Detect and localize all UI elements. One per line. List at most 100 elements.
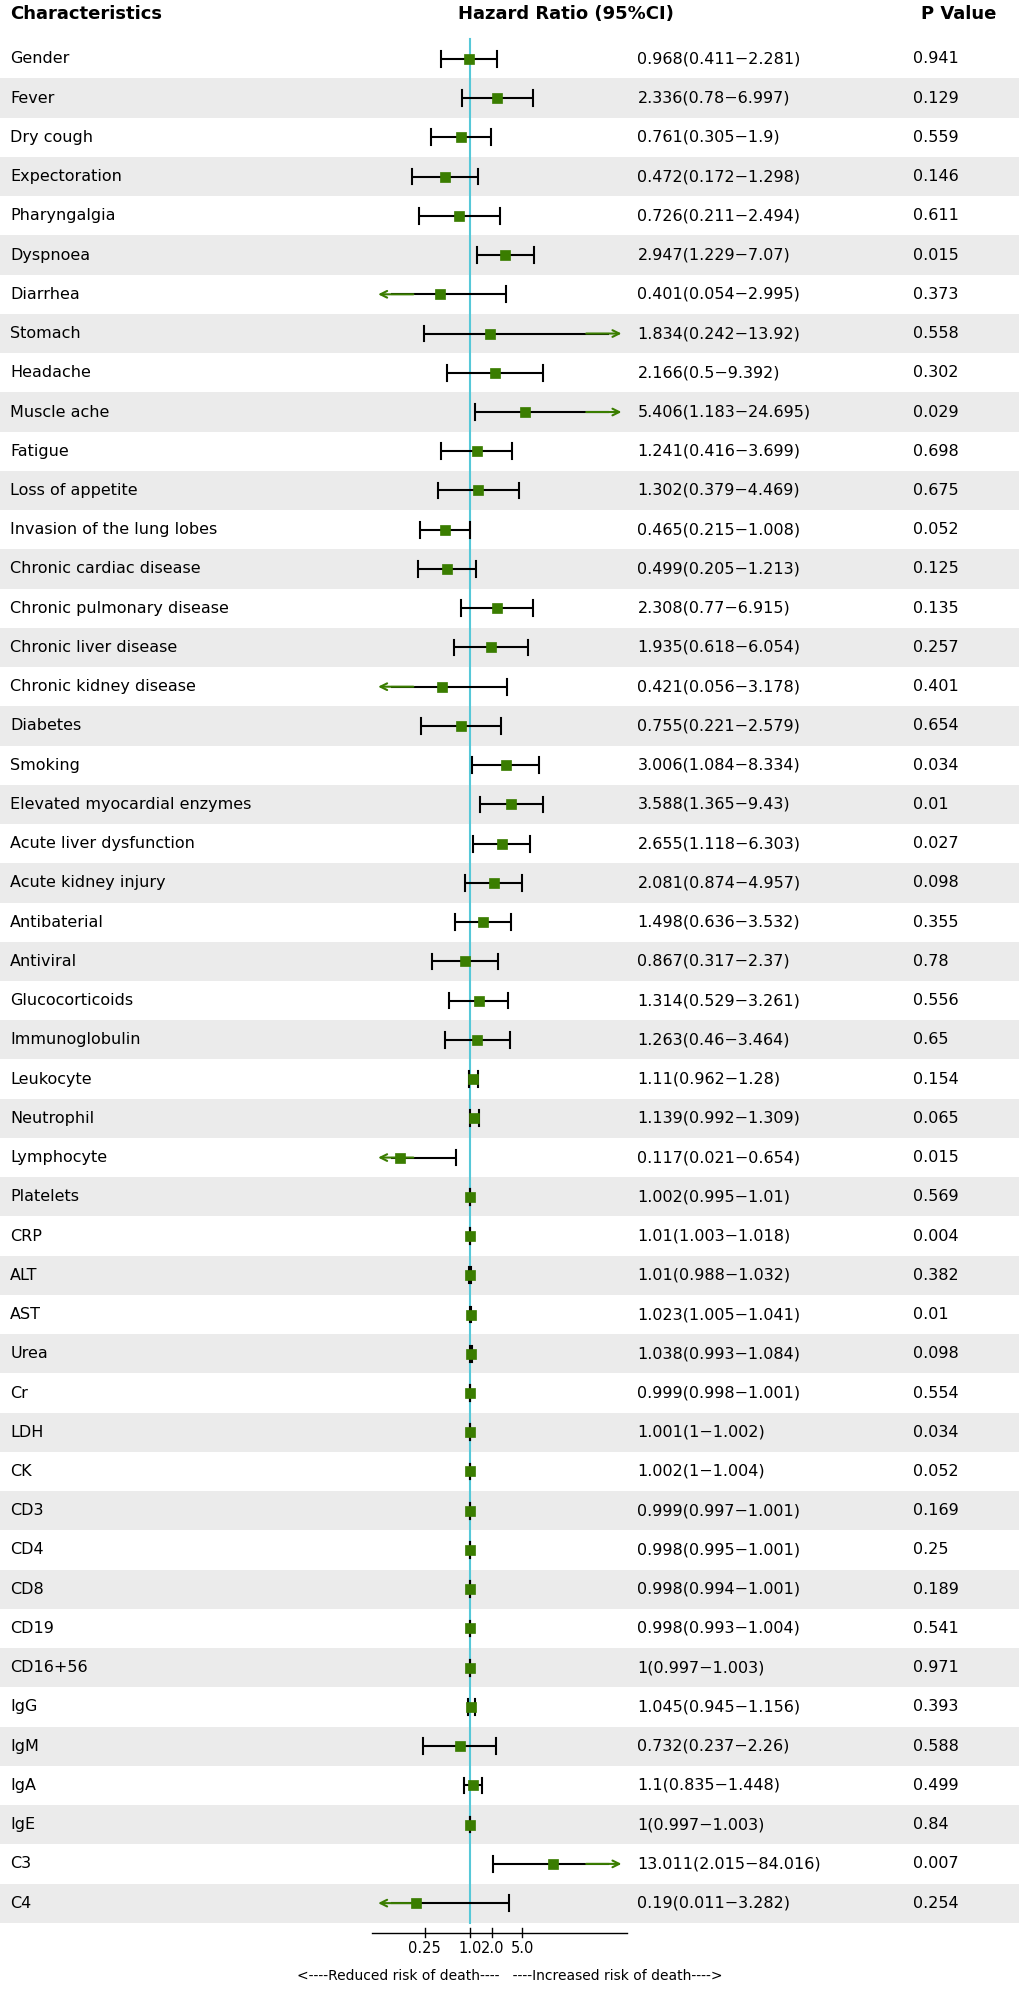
Text: 0.726(0.211−2.494): 0.726(0.211−2.494) bbox=[637, 207, 800, 223]
Text: 0.421(0.056−3.178): 0.421(0.056−3.178) bbox=[637, 678, 800, 694]
Bar bbox=[0, 588, 1019, 628]
Text: 0.154: 0.154 bbox=[912, 1071, 958, 1087]
Bar bbox=[0, 666, 1019, 707]
Bar bbox=[0, 1099, 1019, 1137]
Text: Muscle ache: Muscle ache bbox=[10, 405, 109, 419]
Text: 1.023(1.005−1.041): 1.023(1.005−1.041) bbox=[637, 1306, 800, 1323]
Bar bbox=[0, 236, 1019, 274]
Text: 5.0: 5.0 bbox=[511, 1941, 533, 1957]
Text: CRP: CRP bbox=[10, 1228, 42, 1244]
Text: 0.401: 0.401 bbox=[912, 678, 958, 694]
Text: 0.84: 0.84 bbox=[912, 1818, 948, 1832]
Text: 0.558: 0.558 bbox=[912, 326, 958, 340]
Bar bbox=[0, 942, 1019, 980]
Text: 0.65: 0.65 bbox=[912, 1033, 948, 1047]
Text: 0.971: 0.971 bbox=[912, 1661, 958, 1675]
Text: 3.006(1.084−8.334): 3.006(1.084−8.334) bbox=[637, 757, 800, 773]
Text: 0.968(0.411−2.281): 0.968(0.411−2.281) bbox=[637, 52, 800, 66]
Text: 0.675: 0.675 bbox=[912, 483, 958, 497]
Bar bbox=[0, 157, 1019, 195]
Bar bbox=[0, 1137, 1019, 1178]
Text: Lymphocyte: Lymphocyte bbox=[10, 1149, 107, 1166]
Text: Immunoglobulin: Immunoglobulin bbox=[10, 1033, 141, 1047]
Text: 1.241(0.416−3.699): 1.241(0.416−3.699) bbox=[637, 443, 800, 459]
Text: 0.998(0.994−1.001): 0.998(0.994−1.001) bbox=[637, 1582, 800, 1596]
Text: 0.499: 0.499 bbox=[912, 1777, 958, 1794]
Bar bbox=[0, 1335, 1019, 1373]
Text: 0.755(0.221−2.579): 0.755(0.221−2.579) bbox=[637, 719, 800, 733]
Bar bbox=[0, 195, 1019, 236]
Text: 1.498(0.636−3.532): 1.498(0.636−3.532) bbox=[637, 914, 799, 930]
Text: Chronic liver disease: Chronic liver disease bbox=[10, 640, 177, 654]
Text: 1.01(1.003−1.018): 1.01(1.003−1.018) bbox=[637, 1228, 790, 1244]
Text: 0.569: 0.569 bbox=[912, 1190, 958, 1204]
Text: 1.935(0.618−6.054): 1.935(0.618−6.054) bbox=[637, 640, 800, 654]
Text: 2.308(0.77−6.915): 2.308(0.77−6.915) bbox=[637, 600, 790, 616]
Bar bbox=[0, 1178, 1019, 1216]
Text: 0.78: 0.78 bbox=[912, 954, 948, 968]
Text: 0.065: 0.065 bbox=[912, 1111, 958, 1125]
Bar bbox=[0, 1727, 1019, 1765]
Text: 2.166(0.5−9.392): 2.166(0.5−9.392) bbox=[637, 364, 780, 380]
Text: 1.002(0.995−1.01): 1.002(0.995−1.01) bbox=[637, 1190, 790, 1204]
Text: Leukocyte: Leukocyte bbox=[10, 1071, 92, 1087]
Text: Antiviral: Antiviral bbox=[10, 954, 77, 968]
Text: 1.038(0.993−1.084): 1.038(0.993−1.084) bbox=[637, 1347, 800, 1361]
Bar bbox=[0, 1608, 1019, 1649]
Bar bbox=[0, 1765, 1019, 1806]
Text: 1.001(1−1.002): 1.001(1−1.002) bbox=[637, 1425, 764, 1439]
Text: 1.045(0.945−1.156): 1.045(0.945−1.156) bbox=[637, 1699, 800, 1715]
Text: 0.189: 0.189 bbox=[912, 1582, 958, 1596]
Text: 2.081(0.874−4.957): 2.081(0.874−4.957) bbox=[637, 876, 800, 890]
Bar bbox=[0, 352, 1019, 393]
Text: 1(0.997−1.003): 1(0.997−1.003) bbox=[637, 1661, 764, 1675]
Text: Pharyngalgia: Pharyngalgia bbox=[10, 207, 115, 223]
Text: Headache: Headache bbox=[10, 364, 91, 380]
Text: 0.01: 0.01 bbox=[912, 797, 948, 811]
Text: 3.588(1.365−9.43): 3.588(1.365−9.43) bbox=[637, 797, 790, 811]
Text: 1.0: 1.0 bbox=[458, 1941, 481, 1957]
Text: C3: C3 bbox=[10, 1856, 32, 1872]
Text: IgA: IgA bbox=[10, 1777, 36, 1794]
Text: Characteristics: Characteristics bbox=[10, 4, 162, 22]
Text: 0.027: 0.027 bbox=[912, 835, 958, 851]
Text: 1.302(0.379−4.469): 1.302(0.379−4.469) bbox=[637, 483, 799, 497]
Bar bbox=[0, 864, 1019, 902]
Text: 0.25: 0.25 bbox=[408, 1941, 440, 1957]
Text: Dyspnoea: Dyspnoea bbox=[10, 248, 91, 262]
Text: 0.559: 0.559 bbox=[912, 131, 958, 145]
Text: C4: C4 bbox=[10, 1896, 32, 1910]
Bar bbox=[0, 314, 1019, 352]
Text: 2.0: 2.0 bbox=[480, 1941, 503, 1957]
Text: ALT: ALT bbox=[10, 1268, 38, 1282]
Text: 1.263(0.46−3.464): 1.263(0.46−3.464) bbox=[637, 1033, 790, 1047]
Bar bbox=[0, 1373, 1019, 1413]
Text: Chronic pulmonary disease: Chronic pulmonary disease bbox=[10, 600, 229, 616]
Text: 0.554: 0.554 bbox=[912, 1385, 958, 1401]
Text: Diabetes: Diabetes bbox=[10, 719, 82, 733]
Bar bbox=[0, 431, 1019, 471]
Bar bbox=[0, 902, 1019, 942]
Text: 0.034: 0.034 bbox=[912, 1425, 958, 1439]
Text: 0.19(0.011−3.282): 0.19(0.011−3.282) bbox=[637, 1896, 790, 1910]
Text: Acute liver dysfunction: Acute liver dysfunction bbox=[10, 835, 195, 851]
Text: 0.941: 0.941 bbox=[912, 52, 958, 66]
Text: Elevated myocardial enzymes: Elevated myocardial enzymes bbox=[10, 797, 252, 811]
Text: CD4: CD4 bbox=[10, 1542, 44, 1558]
Text: Fatigue: Fatigue bbox=[10, 443, 69, 459]
Bar bbox=[0, 745, 1019, 785]
Text: 1.11(0.962−1.28): 1.11(0.962−1.28) bbox=[637, 1071, 780, 1087]
Text: 0.998(0.995−1.001): 0.998(0.995−1.001) bbox=[637, 1542, 800, 1558]
Text: Antibaterial: Antibaterial bbox=[10, 914, 104, 930]
Text: 2.336(0.78−6.997): 2.336(0.78−6.997) bbox=[637, 91, 790, 105]
Text: 0.117(0.021−0.654): 0.117(0.021−0.654) bbox=[637, 1149, 800, 1166]
Text: Glucocorticoids: Glucocorticoids bbox=[10, 992, 133, 1009]
Text: 1(0.997−1.003): 1(0.997−1.003) bbox=[637, 1818, 764, 1832]
Bar bbox=[0, 1294, 1019, 1335]
Text: 0.146: 0.146 bbox=[912, 169, 958, 183]
Text: 0.169: 0.169 bbox=[912, 1504, 958, 1518]
Bar bbox=[0, 1844, 1019, 1884]
Bar bbox=[0, 980, 1019, 1021]
Text: 0.052: 0.052 bbox=[912, 521, 958, 537]
Text: Fever: Fever bbox=[10, 91, 55, 105]
